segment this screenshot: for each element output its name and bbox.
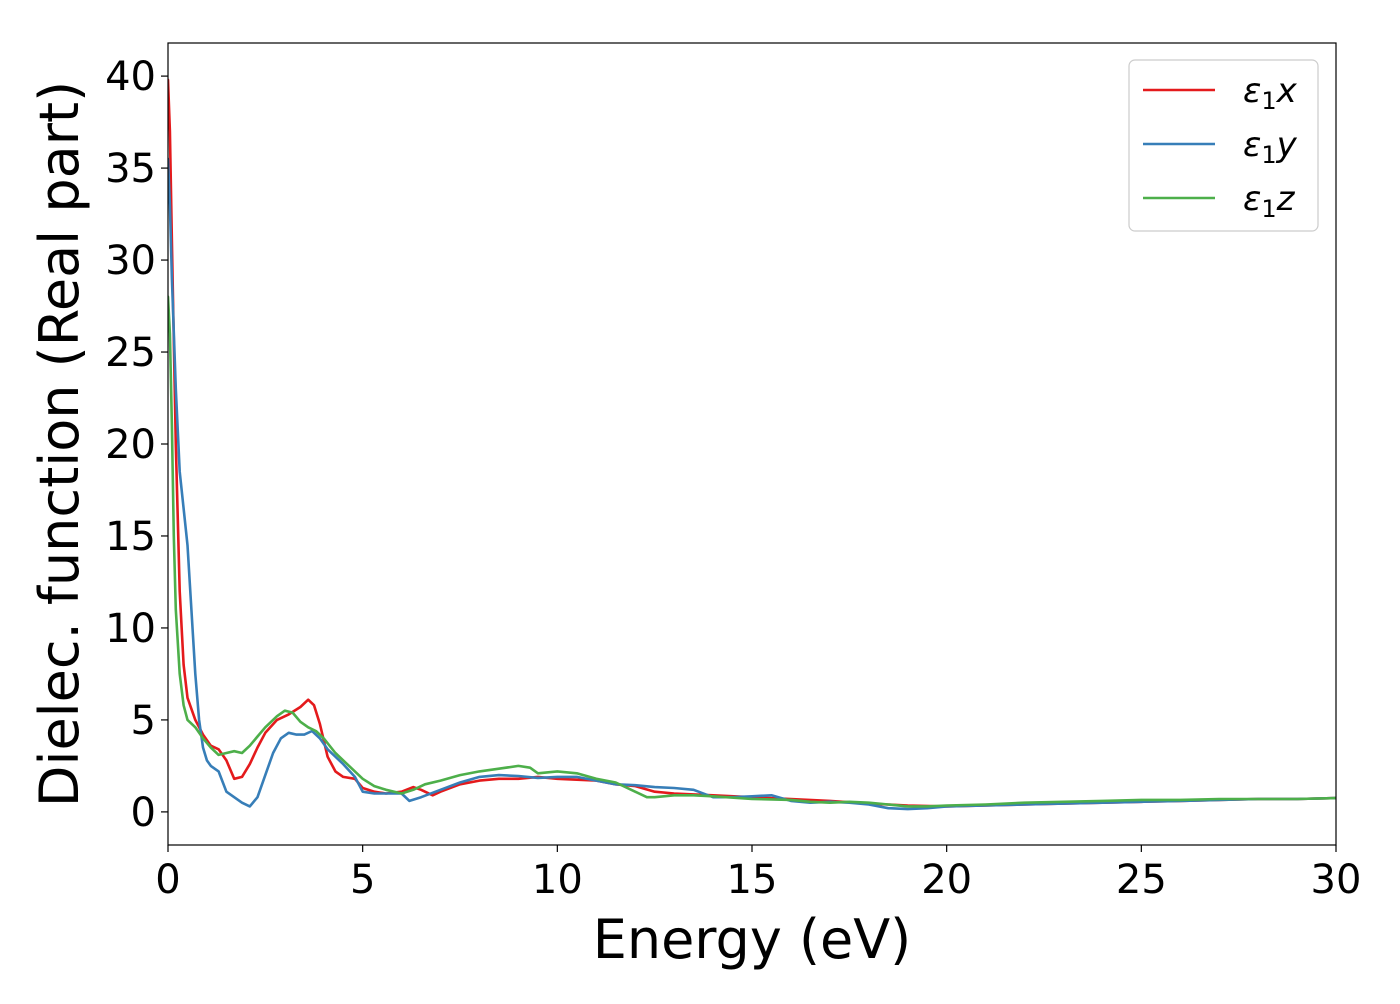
y-tick-label: 20	[105, 422, 156, 468]
x-tick-label: 25	[1116, 857, 1167, 903]
legend-label-z: ε1z	[1243, 179, 1296, 223]
x-tick-label: 0	[155, 857, 180, 903]
x-tick-label: 30	[1311, 857, 1362, 903]
y-axis-label: Dielec. function (Real part)	[28, 81, 91, 807]
legend: ε1x ε1y ε1z	[1128, 59, 1319, 232]
y-tick-label: 5	[131, 698, 156, 744]
y-tick-label: 15	[105, 514, 156, 560]
legend-label-y: ε1y	[1243, 125, 1298, 169]
y-tick-label: 0	[131, 790, 156, 836]
y-tick-label: 30	[105, 238, 156, 284]
x-tick-label: 5	[350, 857, 375, 903]
x-axis: 0 5 10 15 20 25 30	[155, 845, 1361, 903]
x-axis-label: Energy (eV)	[593, 908, 912, 971]
y-tick-label: 25	[105, 330, 156, 376]
series-layer	[168, 78, 1336, 811]
series-line-z	[168, 295, 1336, 808]
y-axis: 0 5 10 15 20 25 30 35 40	[105, 54, 168, 836]
x-tick-label: 15	[727, 857, 778, 903]
y-tick-label: 35	[105, 146, 156, 192]
x-tick-label: 10	[532, 857, 583, 903]
x-tick-label: 20	[921, 857, 972, 903]
legend-label-x: ε1x	[1243, 71, 1298, 115]
legend-frame	[1128, 59, 1319, 232]
y-tick-label: 10	[105, 606, 156, 652]
y-tick-label: 40	[105, 54, 156, 100]
series-line-y	[168, 157, 1336, 811]
